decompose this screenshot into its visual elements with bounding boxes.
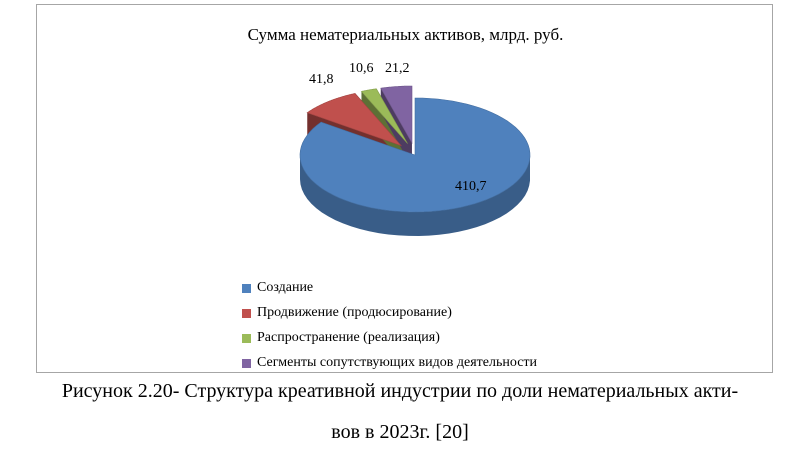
pie-slice	[380, 85, 413, 145]
chart-frame: Сумма нематериальных активов, млрд. руб.…	[36, 4, 773, 373]
legend: Создание Продвижение (продюсирование) Ра…	[242, 277, 537, 377]
legend-item: Создание	[242, 277, 537, 299]
legend-item: Продвижение (продюсирование)	[242, 302, 537, 324]
legend-swatch	[242, 308, 251, 318]
data-label: 10,6	[349, 61, 374, 76]
data-label: 41,8	[309, 72, 334, 87]
legend-label: Сегменты сопутствующих видов деятельност…	[257, 355, 538, 370]
legend-swatch	[242, 358, 251, 368]
legend-item: Сегменты сопутствующих видов деятельност…	[242, 352, 537, 374]
figure-caption-line1: Рисунок 2.20- Структура креативной индус…	[61, 380, 739, 402]
pie-tops	[299, 85, 531, 213]
data-label: 410,7	[455, 179, 487, 194]
pie-slice-side	[300, 155, 530, 236]
legend-label: Распространение (реализация)	[257, 330, 440, 345]
legend-swatch	[242, 283, 251, 293]
legend-label: Создание	[257, 280, 314, 295]
pie-slice	[306, 93, 403, 147]
chart-title: Сумма нематериальных активов, млрд. руб.	[247, 25, 564, 44]
pie-slice	[299, 97, 531, 213]
legend-label: Продвижение (продюсирование)	[257, 305, 452, 320]
pie-slice	[360, 88, 408, 144]
legend-item: Распространение (реализация)	[242, 327, 537, 349]
figure-caption-line2: вов в 2023г. [20]	[331, 421, 469, 443]
pie-chart: 410,7 41,8 10,6 21,2	[299, 61, 531, 236]
data-label: 21,2	[385, 61, 410, 76]
legend-swatch	[242, 333, 251, 343]
